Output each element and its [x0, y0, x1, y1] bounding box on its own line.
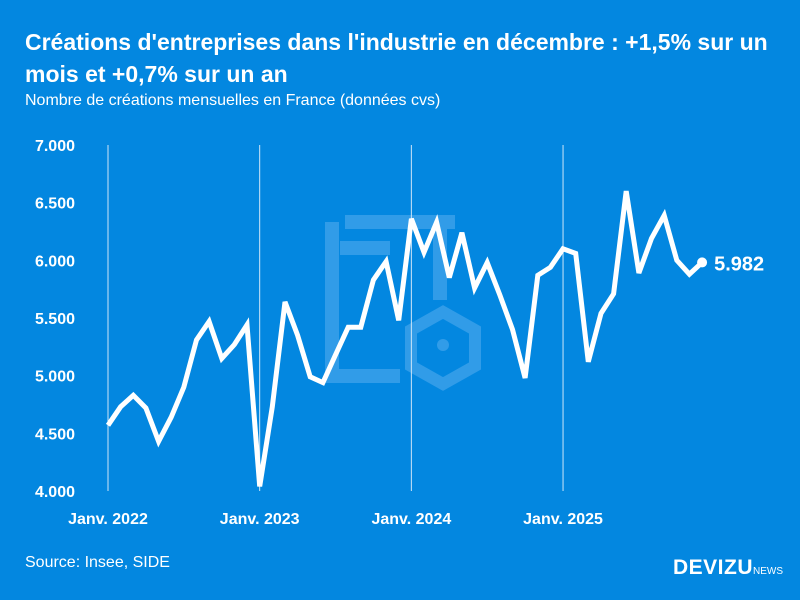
y-tick-label: 7.000 [35, 138, 75, 155]
series-line [105, 190, 704, 487]
logo-main: DEVIZU [673, 556, 754, 579]
devizu-logo: DEVIZUNEWS [673, 556, 783, 580]
watermark-logo [325, 215, 481, 391]
last-value-label: 5.982 [714, 253, 764, 275]
source-note: Source: Insee, SIDE [25, 554, 170, 571]
y-tick-label: 5.000 [35, 369, 75, 386]
y-tick-label: 6.500 [35, 196, 75, 213]
x-tick-label: Janv. 2022 [68, 511, 148, 528]
y-tick-label: 6.000 [35, 253, 75, 270]
x-tick-label: Janv. 2023 [220, 511, 300, 528]
chart-subtitle: Nombre de créations mensuelles en France… [25, 92, 441, 109]
last-point-marker [697, 257, 708, 268]
y-tick-label: 5.500 [35, 311, 75, 328]
y-tick-label: 4.000 [35, 484, 75, 501]
chart-title: Créations d'entreprises dans l'industrie… [25, 29, 768, 87]
y-tick-label: 4.500 [35, 426, 75, 443]
x-tick-label: Janv. 2025 [523, 511, 603, 528]
x-tick-label: Janv. 2024 [371, 511, 451, 528]
logo-suffix: NEWS [753, 566, 784, 577]
